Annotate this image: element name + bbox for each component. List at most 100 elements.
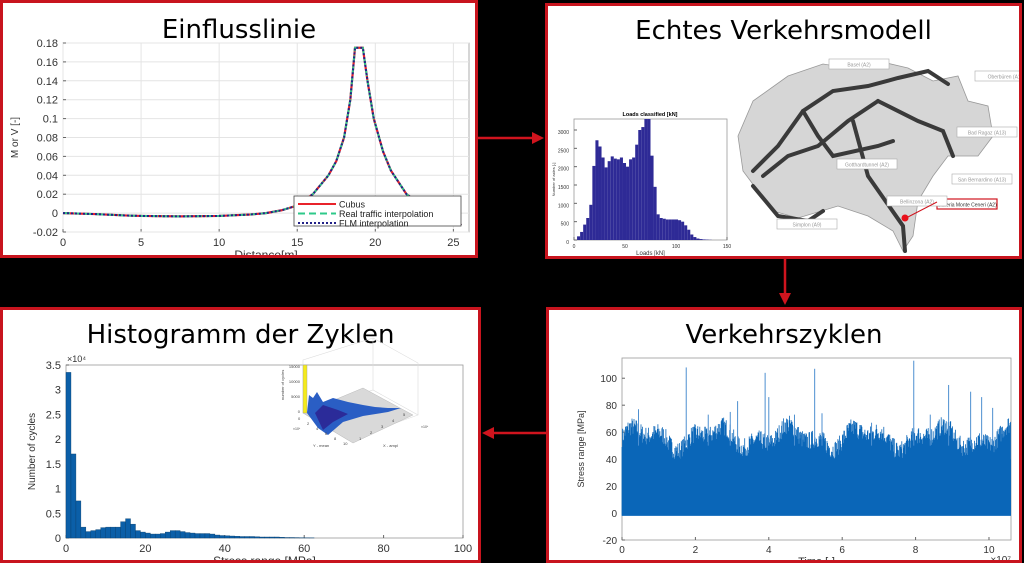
y-tick-label: 6 bbox=[325, 431, 328, 436]
histogram-bar bbox=[699, 239, 703, 240]
x-axis-label: Loads [kN] bbox=[636, 251, 665, 257]
histogram-bar bbox=[644, 119, 648, 240]
z-tick-label: 5000 bbox=[291, 394, 301, 399]
histogram-bar bbox=[638, 130, 642, 240]
histogram-bar bbox=[259, 536, 265, 539]
histogram-bar bbox=[687, 229, 691, 240]
y-tick-label: 0.12 bbox=[37, 95, 58, 107]
histogram-bar bbox=[254, 536, 260, 539]
z-tick-label: 0 bbox=[298, 409, 301, 414]
map-label-box bbox=[974, 70, 1019, 82]
histogram-bar bbox=[690, 234, 694, 240]
x-tick-label: 6 bbox=[839, 545, 845, 556]
x-tick-label: 10 bbox=[983, 545, 995, 556]
histogram-bar bbox=[140, 531, 146, 539]
callout-line bbox=[905, 201, 938, 219]
legend-box bbox=[293, 195, 462, 227]
histogram-bar bbox=[115, 526, 121, 539]
x-tick-label: 2 bbox=[370, 430, 373, 435]
z-tick-label: 15000 bbox=[289, 364, 301, 369]
x-tick-label: 4 bbox=[766, 545, 772, 556]
x-tick-label: 0 bbox=[619, 545, 625, 556]
legend-label: Real traffic interpolation bbox=[339, 209, 433, 219]
switzerland-map: Basel (A2) Oberbüren (A1) Gotthardtunnel (… bbox=[737, 58, 1019, 253]
y-tick-label: 0.06 bbox=[37, 151, 58, 163]
histogram-bar bbox=[696, 238, 700, 240]
histogram-bar bbox=[75, 500, 82, 539]
y-scale-label: ×10⁴ bbox=[67, 354, 86, 364]
histogram-bar bbox=[613, 158, 617, 240]
highway-route bbox=[801, 109, 895, 159]
histogram-bar bbox=[653, 186, 657, 240]
x-tick-label: 1 bbox=[359, 436, 362, 441]
arrow-down-icon bbox=[779, 259, 791, 305]
x-tick-label: 40 bbox=[219, 543, 231, 555]
histogram-bar bbox=[641, 127, 645, 240]
histogram-bar bbox=[586, 218, 590, 240]
y-tick-label: 500 bbox=[561, 222, 570, 228]
chart-title: Loads classified [kN] bbox=[622, 112, 677, 118]
map-label-box bbox=[951, 173, 1013, 185]
histogram-bar bbox=[583, 224, 587, 240]
histogram-bar bbox=[650, 155, 654, 240]
x-tick-label: 80 bbox=[377, 543, 389, 555]
y-tick-label: 0.16 bbox=[37, 57, 58, 69]
x-tick-label: 100 bbox=[672, 244, 681, 250]
y-tick-label: 0.1 bbox=[43, 114, 58, 126]
histogram-bar bbox=[229, 535, 235, 539]
x-tick-label: 10 bbox=[213, 237, 225, 249]
map-label: Gotthardtunnel (A2) bbox=[845, 163, 889, 169]
y-tick-label: 0.02 bbox=[37, 189, 58, 201]
y-tick-label: 0 bbox=[566, 240, 569, 246]
histogram-bar bbox=[155, 533, 161, 539]
location-marker bbox=[901, 214, 909, 222]
highway-route bbox=[761, 99, 880, 178]
map-label-box bbox=[828, 58, 890, 70]
y-tick-label: 2 bbox=[307, 421, 310, 426]
histogram-bar bbox=[85, 531, 92, 539]
histogram-bar bbox=[693, 237, 697, 240]
z-tick-label: 10000 bbox=[289, 379, 301, 384]
y-tick-label: 3000 bbox=[558, 130, 569, 136]
highway-route bbox=[876, 99, 955, 158]
map-label: Bad Ragaz (A13) bbox=[968, 131, 1007, 137]
y-tick-label: -0.02 bbox=[33, 227, 58, 239]
panel-cycles-histogram: Histogramm der Zyklen 0 20 40 60 80 100 0 0.5 1 1… bbox=[0, 307, 481, 563]
map-label-box bbox=[886, 195, 948, 207]
y-tick-label: 0.14 bbox=[37, 76, 58, 88]
histogram-bar bbox=[125, 518, 131, 539]
histogram-bar bbox=[592, 165, 596, 240]
x-axis-label: X - ampl bbox=[383, 443, 398, 448]
histogram-bar bbox=[678, 220, 682, 240]
histogram-bar bbox=[632, 157, 636, 240]
histogram-bar bbox=[150, 533, 156, 539]
histogram-bar bbox=[622, 163, 627, 240]
histogram-bar bbox=[80, 526, 87, 539]
histogram-bar bbox=[665, 219, 669, 240]
x-tick-label: 20 bbox=[139, 543, 151, 555]
histogram-bar bbox=[95, 529, 101, 539]
y-tick-label: 0.08 bbox=[37, 133, 58, 145]
histogram-bar bbox=[629, 159, 633, 240]
y-tick-label: 3.5 bbox=[46, 360, 61, 372]
histogram-bar bbox=[174, 530, 181, 539]
y-tick-label: 60 bbox=[606, 428, 618, 439]
y-tick-label: 2500 bbox=[558, 148, 569, 154]
x-tick-label: 0 bbox=[573, 244, 576, 250]
y-tick-label: 2.5 bbox=[46, 409, 61, 421]
x-tick-label: 8 bbox=[913, 545, 919, 556]
z-axis-label: number of cycles bbox=[280, 370, 285, 400]
panel-title: Echtes Verkehrsmodell bbox=[635, 16, 932, 46]
histogram-bar bbox=[702, 239, 706, 240]
histogram-bar bbox=[604, 167, 608, 240]
y-tick-label: 4 bbox=[316, 426, 319, 431]
y-tick-label: 3 bbox=[55, 385, 61, 397]
histogram-bar bbox=[577, 236, 581, 240]
histogram-bar bbox=[105, 526, 111, 539]
y-tick-label: 1.5 bbox=[46, 459, 61, 471]
y-axis-label: Number of axles [-] bbox=[551, 163, 556, 197]
x-tick-label: 100 bbox=[454, 543, 472, 555]
